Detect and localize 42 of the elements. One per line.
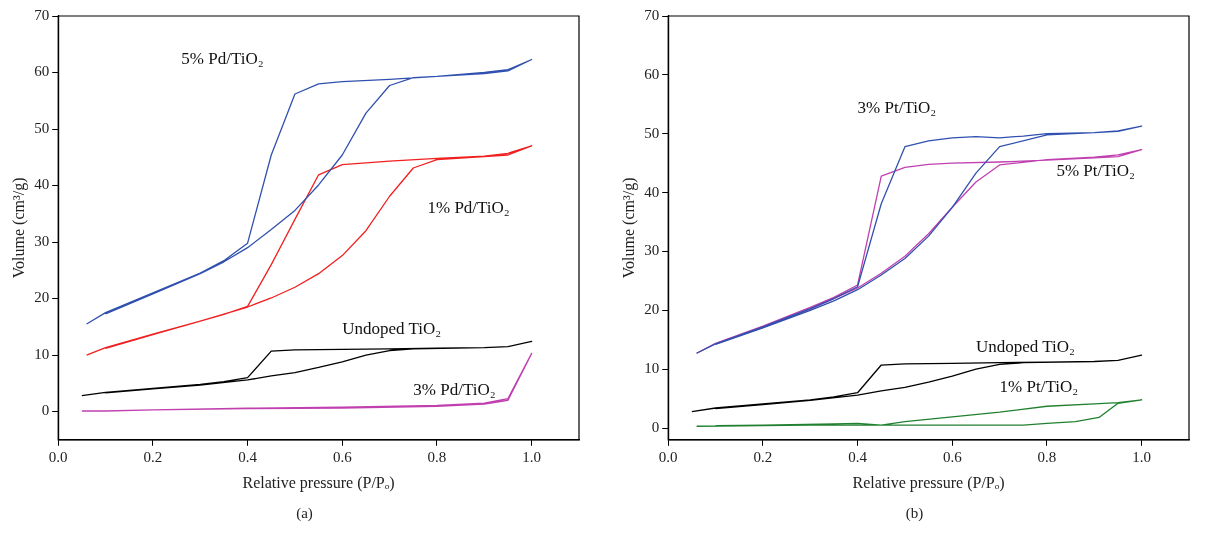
x-tick-label: 0.0 bbox=[658, 448, 678, 465]
series-label: Undoped TiO₂ bbox=[342, 318, 442, 338]
x-tick-label: 0.4 bbox=[238, 448, 258, 465]
y-tick-label: 30 bbox=[644, 242, 660, 259]
x-tick-label: 0.6 bbox=[332, 448, 353, 465]
x-tick-label: 0.6 bbox=[942, 448, 963, 465]
y-tick-label: 0 bbox=[651, 418, 660, 435]
x-tick-label: 0.4 bbox=[848, 448, 868, 465]
y-axis-title: Volume (cm³/g) bbox=[619, 177, 638, 279]
x-axis-title: Relative pressure (P/Pₒ) bbox=[242, 473, 395, 492]
y-tick-label: 60 bbox=[34, 63, 50, 80]
text: (b) bbox=[904, 505, 925, 522]
y-tick-label: 60 bbox=[644, 65, 660, 82]
series-label: 1% Pd/TiO₂ bbox=[427, 197, 510, 217]
y-tick-label: 40 bbox=[644, 183, 660, 200]
y-tick-label: 10 bbox=[34, 345, 50, 362]
y-tick-label: 50 bbox=[644, 124, 660, 141]
series-label: 3% Pd/TiO₂ bbox=[413, 379, 496, 399]
x-tick-label: 0.8 bbox=[427, 448, 447, 465]
series-label: 5% Pt/TiO₂ bbox=[1056, 161, 1135, 181]
y-tick-label: 20 bbox=[644, 301, 660, 318]
x-tick-label: 0.2 bbox=[753, 448, 773, 465]
x-tick-label: 0.2 bbox=[143, 448, 163, 465]
y-tick-label: 10 bbox=[644, 360, 660, 377]
y-tick-label: 70 bbox=[644, 6, 660, 23]
x-tick-label: 1.0 bbox=[1132, 448, 1152, 465]
series-label: 1% Pt/TiO₂ bbox=[999, 377, 1079, 397]
y-tick-label: 20 bbox=[34, 289, 50, 306]
y-tick-label: 50 bbox=[34, 119, 50, 136]
text: (a) bbox=[295, 505, 314, 522]
y-tick-label: 0 bbox=[41, 402, 50, 419]
series-label: 3% Pt/TiO₂ bbox=[857, 98, 937, 118]
y-tick-label: 30 bbox=[34, 232, 50, 249]
y-tick-label: 40 bbox=[34, 176, 50, 193]
y-axis-title: Volume (cm³/g) bbox=[9, 177, 28, 279]
x-tick-label: 0.0 bbox=[48, 448, 68, 465]
x-tick-label: 0.8 bbox=[1037, 448, 1057, 465]
series-label: Undoped TiO₂ bbox=[975, 336, 1075, 356]
x-tick-label: 1.0 bbox=[522, 448, 542, 465]
x-axis-title: Relative pressure (P/Pₒ) bbox=[852, 473, 1005, 492]
text: 5% Pd/TiO₂ bbox=[181, 48, 264, 68]
y-tick-label: 70 bbox=[34, 6, 50, 23]
